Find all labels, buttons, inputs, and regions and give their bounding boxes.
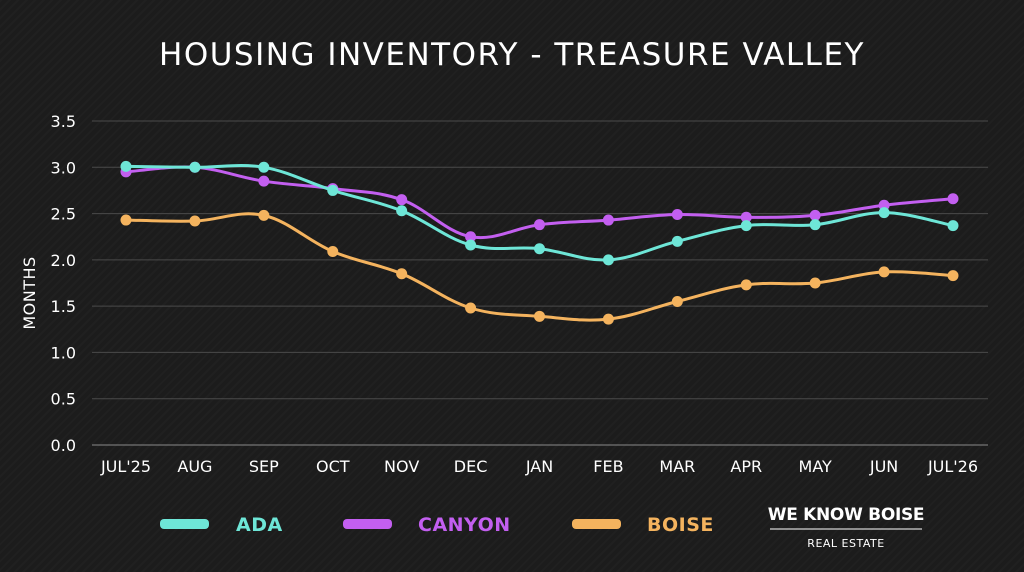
series-ada bbox=[120, 160, 959, 266]
data-point-boise bbox=[947, 270, 959, 282]
legend: ADA CANYON BOISE bbox=[160, 514, 714, 536]
x-tick-label: APR bbox=[730, 457, 762, 476]
x-tick-label: MAY bbox=[799, 457, 833, 476]
data-point-ada bbox=[740, 220, 752, 232]
data-point-boise bbox=[534, 310, 545, 322]
x-tick-label: FEB bbox=[593, 457, 623, 476]
data-point-canyon bbox=[740, 211, 752, 223]
legend-swatch-boise bbox=[572, 519, 621, 529]
gridlines bbox=[92, 120, 988, 446]
data-point-ada bbox=[258, 161, 270, 173]
legend-label-canyon: CANYON bbox=[418, 514, 511, 536]
series-canyon bbox=[120, 161, 959, 243]
brand-tagline: REAL ESTATE bbox=[807, 537, 884, 550]
x-tick-label: MAR bbox=[659, 457, 695, 476]
data-point-ada bbox=[465, 239, 477, 251]
data-point-boise bbox=[396, 268, 408, 280]
data-point-canyon bbox=[602, 214, 614, 226]
data-point-ada bbox=[189, 161, 201, 173]
legend-swatch-canyon bbox=[343, 519, 392, 529]
y-tick-label: 1.0 bbox=[51, 343, 76, 362]
x-tick-label: JUL'25 bbox=[100, 457, 151, 476]
y-axis-label: MONTHS bbox=[20, 256, 39, 329]
y-tick-label: 0.5 bbox=[51, 390, 76, 409]
series-boise bbox=[120, 209, 959, 325]
legend-item-canyon: CANYON bbox=[343, 514, 511, 536]
data-point-canyon bbox=[809, 209, 821, 221]
data-point-ada bbox=[671, 235, 683, 247]
data-point-boise bbox=[258, 209, 270, 221]
x-tick-label: NOV bbox=[384, 457, 419, 476]
data-point-canyon bbox=[396, 194, 408, 206]
chart-title: HOUSING INVENTORY - TREASURE VALLEY bbox=[159, 37, 865, 73]
y-tick-label: 1.5 bbox=[51, 297, 76, 316]
data-point-canyon bbox=[258, 175, 270, 187]
legend-label-ada: ADA bbox=[236, 514, 283, 536]
brand-logo: WE KNOW BOISE REAL ESTATE bbox=[768, 505, 925, 550]
data-point-canyon bbox=[465, 231, 477, 243]
y-tick-label: 3.5 bbox=[51, 112, 76, 131]
series-lines bbox=[120, 160, 959, 325]
data-point-ada bbox=[396, 205, 408, 217]
data-point-canyon bbox=[947, 193, 959, 205]
y-tick-label: 2.5 bbox=[51, 205, 76, 224]
brand-name: WE KNOW BOISE bbox=[768, 505, 925, 525]
data-point-ada bbox=[878, 207, 890, 219]
data-point-canyon bbox=[671, 208, 683, 220]
x-tick-label: OCT bbox=[316, 457, 350, 476]
data-point-boise bbox=[878, 266, 890, 278]
data-point-ada bbox=[809, 219, 821, 231]
data-point-boise bbox=[809, 277, 821, 289]
data-point-boise bbox=[189, 215, 201, 227]
data-point-boise bbox=[327, 246, 339, 258]
legend-swatch-ada bbox=[160, 519, 209, 529]
data-point-boise bbox=[671, 296, 683, 308]
x-tick-label: JAN bbox=[525, 457, 553, 476]
y-tick-label: 3.0 bbox=[51, 158, 76, 177]
y-tick-label: 0.0 bbox=[51, 436, 76, 455]
data-point-boise bbox=[465, 302, 477, 314]
legend-item-ada: ADA bbox=[160, 514, 283, 536]
data-point-canyon bbox=[534, 219, 545, 231]
x-tick-label: JUL'26 bbox=[927, 457, 978, 476]
data-point-ada bbox=[327, 184, 339, 196]
y-tick-label: 2.0 bbox=[51, 251, 76, 270]
x-tick-label: DEC bbox=[454, 457, 488, 476]
x-tick-label: AUG bbox=[177, 457, 212, 476]
y-axis-ticks: 0.0 0.5 1.0 1.5 2.0 2.5 3.0 3.5 bbox=[51, 112, 76, 455]
data-point-ada bbox=[602, 254, 614, 266]
x-axis-ticks: JUL'25 AUG SEP OCT NOV DEC JAN FEB MAR APR MAY JUN J… bbox=[100, 457, 978, 476]
data-point-boise bbox=[740, 279, 752, 291]
data-point-ada bbox=[947, 220, 959, 232]
legend-label-boise: BOISE bbox=[647, 514, 714, 536]
legend-item-boise: BOISE bbox=[572, 514, 714, 536]
x-tick-label: JUN bbox=[869, 457, 898, 476]
data-point-boise bbox=[602, 313, 614, 325]
data-point-ada bbox=[534, 243, 545, 255]
x-tick-label: SEP bbox=[249, 457, 279, 476]
data-point-ada bbox=[120, 160, 132, 172]
data-point-boise bbox=[120, 214, 132, 226]
